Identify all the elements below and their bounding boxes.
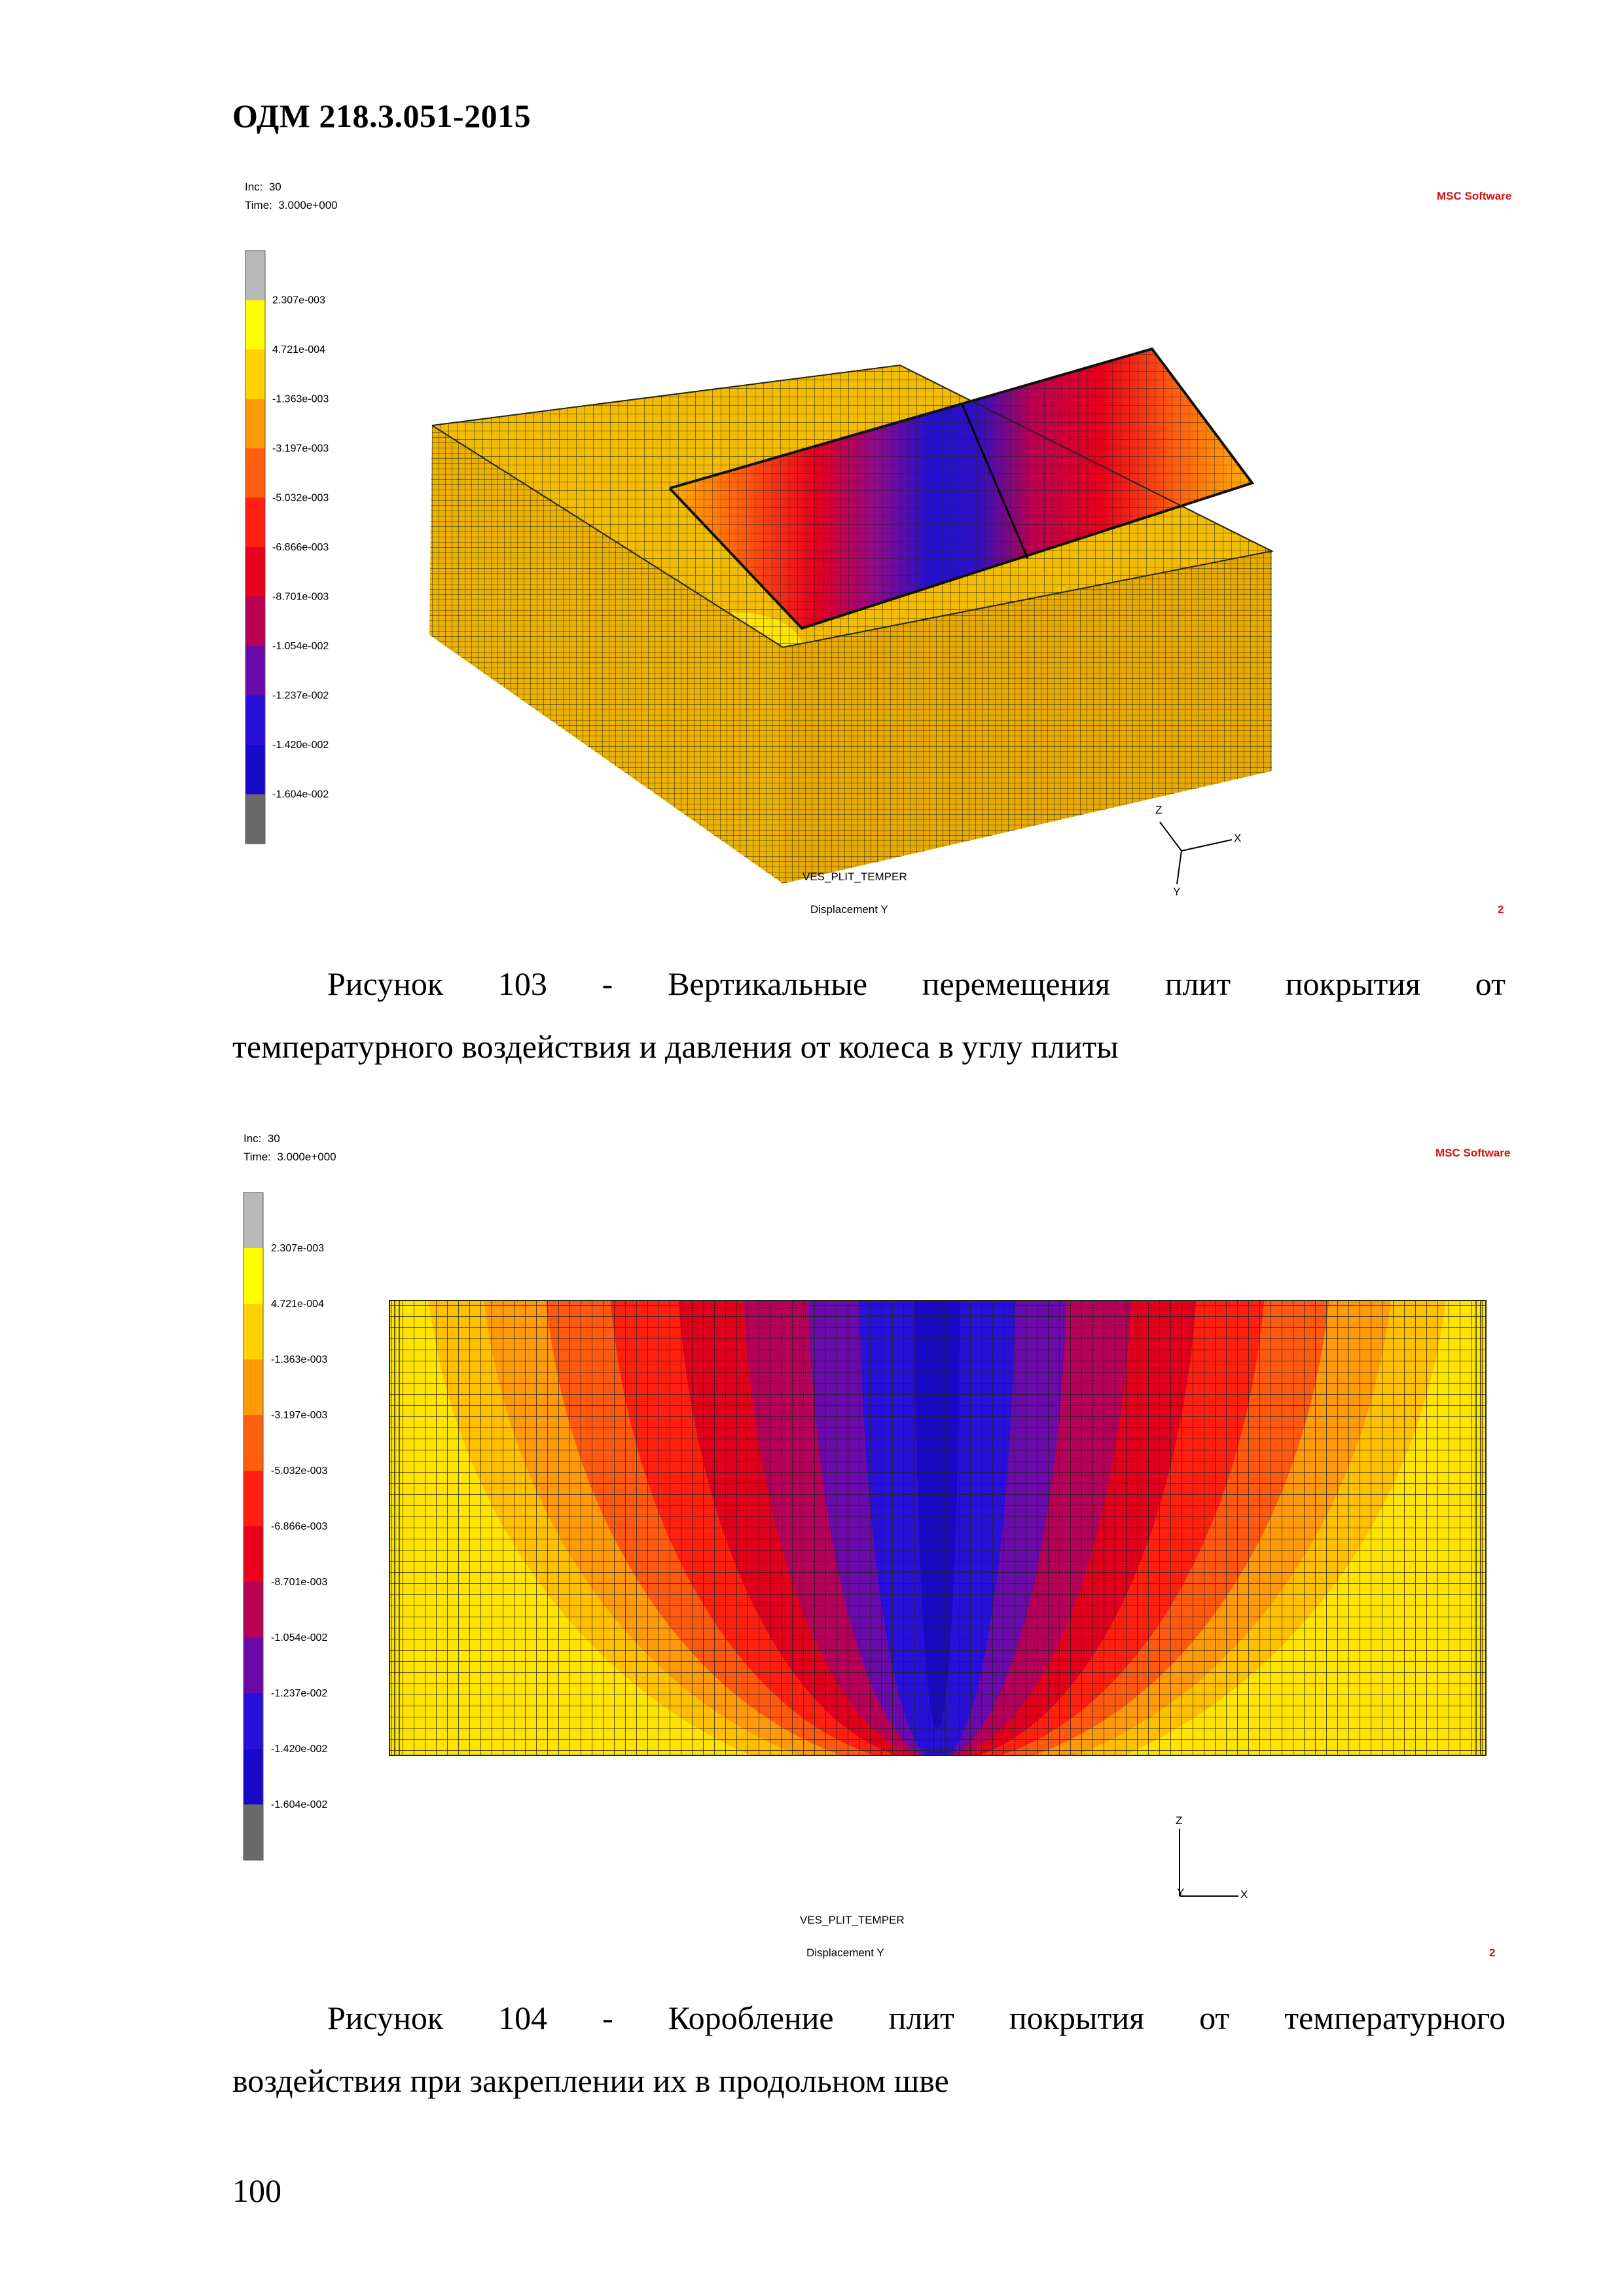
legend-value-label: -1.420e-002 [272, 740, 329, 751]
legend-value-label: -1.604e-002 [271, 1799, 327, 1810]
caption-line-1: Рисунок 104 - Коробление плит покрытия о… [327, 2000, 1506, 2036]
legend-value-label: -8.701e-003 [272, 592, 329, 603]
legend-swatch [245, 399, 265, 448]
legend-swatch [244, 1471, 263, 1526]
legend-swatch [245, 251, 265, 300]
increment-label: Inc: 30 [245, 181, 281, 193]
axis-x-label: X [1240, 1888, 1248, 1901]
result-name: Displacement Y [810, 903, 888, 916]
window-index: 2 [1489, 1946, 1496, 1959]
legend-swatch [244, 1582, 263, 1638]
job-name: VES_PLIT_TEMPER [800, 1914, 905, 1926]
legend-value-label: -3.197e-003 [272, 443, 329, 454]
axis-y-label: Y [1177, 1886, 1185, 1899]
document-code: ОДМ 218.3.051-2015 [232, 98, 532, 134]
increment-label: Inc: 30 [244, 1132, 280, 1145]
legend-swatch [244, 1248, 263, 1304]
time-label: Time: 3.000e+000 [244, 1151, 336, 1163]
legend-swatch [245, 745, 265, 795]
legend-swatch [244, 1638, 263, 1693]
caption-figure-103: Рисунок 103 - Вертикальные перемещения п… [232, 952, 1506, 1078]
legend-value-label: -6.866e-003 [271, 1521, 327, 1532]
legend-swatch [245, 646, 265, 696]
legend-swatch [245, 350, 265, 399]
legend-value-label: -1.420e-002 [271, 1744, 327, 1755]
axis-z-label: Z [1176, 1814, 1183, 1827]
page-number: 100 [232, 2172, 281, 2209]
legend-value-label: 4.721e-004 [271, 1299, 324, 1310]
legend-value-label: -6.866e-003 [272, 542, 329, 553]
time-label: Time: 3.000e+000 [245, 199, 338, 211]
legend-swatch [244, 1804, 263, 1860]
axis-triad [1179, 1829, 1238, 1897]
figure-104-canvas: 2.307e-003 4.721e-004 -1.363e-003 -3.197e-0… [243, 1192, 1487, 1897]
axis-triad [1159, 821, 1233, 885]
legend-value-label: -1.604e-002 [272, 789, 329, 800]
legend-swatch [244, 1304, 263, 1359]
figure-104: 2.307e-003 4.721e-004 -1.363e-003 -3.197e-0… [236, 1127, 1519, 1973]
color-legend: 2.307e-003 4.721e-004 -1.363e-003 -3.197e-0… [245, 250, 329, 844]
legend-value-label: -3.197e-003 [271, 1410, 327, 1421]
legend-swatch [245, 497, 265, 547]
fe-model-3d [429, 347, 1274, 884]
legend-swatch [244, 1693, 263, 1749]
caption-figure-104: Рисунок 104 - Коробление плит покрытия о… [232, 1986, 1506, 2112]
figure-103: 2.307e-003 4.721e-004 -1.363e-003 -3.197e-0… [236, 175, 1519, 929]
color-legend: 2.307e-003 4.721e-004 -1.363e-003 -3.197e-0… [243, 1192, 327, 1861]
legend-value-label: -1.363e-003 [271, 1354, 327, 1365]
legend-swatch [245, 695, 265, 745]
legend-value-label: -1.054e-002 [272, 641, 329, 652]
legend-value-label: -8.701e-003 [271, 1577, 327, 1588]
legend-value-label: 2.307e-003 [272, 295, 325, 306]
legend-swatch [245, 448, 265, 498]
legend-swatch [245, 300, 265, 350]
msc-software-logo: MSC Software [1437, 190, 1512, 202]
caption-line-2: воздействия при закреплении их в продоль… [232, 2062, 949, 2099]
caption-line-1: Рисунок 103 - Вертикальные перемещения п… [327, 965, 1506, 1002]
legend-value-label: -1.237e-002 [272, 691, 329, 702]
fe-model-top-view [389, 1300, 1487, 1756]
legend-swatch [244, 1526, 263, 1582]
msc-software-logo: MSC Software [1435, 1147, 1511, 1159]
legend-value-label: 2.307e-003 [271, 1243, 324, 1254]
axis-z-label: Z [1155, 804, 1163, 816]
legend-swatch [244, 1193, 263, 1248]
legend-value-label: -5.032e-003 [272, 493, 329, 504]
legend-value-label: 4.721e-004 [272, 344, 325, 355]
window-index: 2 [1498, 903, 1504, 916]
axis-y-label: Y [1173, 886, 1181, 898]
legend-swatch [245, 547, 265, 597]
legend-value-label: -1.054e-002 [271, 1632, 327, 1643]
legend-swatch [244, 1415, 263, 1471]
legend-swatch [244, 1749, 263, 1804]
legend-swatch [244, 1359, 263, 1415]
legend-value-label: -5.032e-003 [271, 1465, 327, 1477]
figure-103-canvas: 2.307e-003 4.721e-004 -1.363e-003 -3.197e-0… [245, 250, 1274, 885]
legend-swatch [245, 596, 265, 646]
legend-swatch [245, 794, 265, 844]
legend-value-label: -1.237e-002 [271, 1688, 327, 1699]
caption-line-2: температурного воздействия и давления от… [232, 1028, 1119, 1065]
legend-value-label: -1.363e-003 [272, 394, 329, 405]
job-name: VES_PLIT_TEMPER [803, 870, 907, 883]
result-name: Displacement Y [806, 1946, 884, 1959]
axis-x-label: X [1234, 832, 1242, 844]
